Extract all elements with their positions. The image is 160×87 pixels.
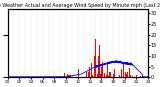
Title: Milwaukee Weather Actual and Average Wind Speed by Minute mph (Last 24 Hours): Milwaukee Weather Actual and Average Win…	[0, 3, 160, 8]
